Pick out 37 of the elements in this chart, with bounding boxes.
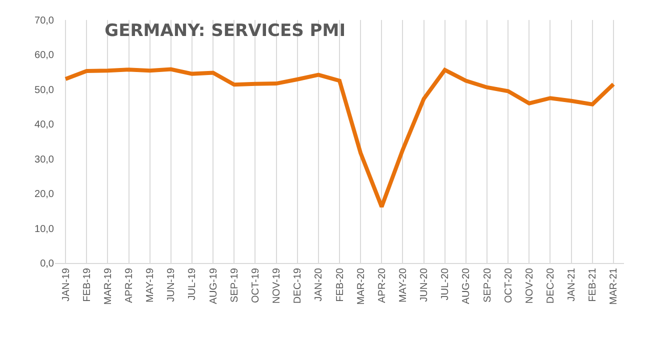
x-tick-label: DEC-20 xyxy=(545,268,556,304)
x-tick-label: AUG-20 xyxy=(461,268,472,304)
chart-title: GERMANY: SERVICES PMI xyxy=(104,20,346,41)
x-tick-label: MAR-21 xyxy=(608,268,620,305)
y-tick-label: 40,0 xyxy=(34,120,54,131)
x-tick-label: JAN-20 xyxy=(314,268,325,302)
x-tick-label: APR-20 xyxy=(376,268,388,304)
x-tick-label: FEB-19 xyxy=(82,268,93,302)
y-tick-label: 30,0 xyxy=(34,154,54,166)
x-tick-label: APR-19 xyxy=(124,268,136,304)
x-tick-label: JAN-21 xyxy=(566,268,578,302)
x-tick-label: NOV-19 xyxy=(272,268,283,304)
y-tick-label: 50,0 xyxy=(34,84,54,96)
x-tick-label: AUG-19 xyxy=(208,268,220,304)
x-tick-label: JUL-19 xyxy=(187,268,198,300)
x-tick-label: SEP-19 xyxy=(229,268,240,302)
line-series xyxy=(64,67,616,209)
x-tick-label: DEC-19 xyxy=(292,268,304,304)
x-tick-label: FEB-20 xyxy=(334,268,346,302)
y-tick-label: 10,0 xyxy=(34,224,54,235)
x-tick-label: MAY-20 xyxy=(398,268,409,302)
x-tick-label: JUL-20 xyxy=(440,268,452,300)
x-tick-label: MAR-19 xyxy=(102,268,114,305)
x-tick-label: NOV-20 xyxy=(524,268,536,304)
x-tick-label: JUN-19 xyxy=(166,268,178,302)
y-tick-label: 60,0 xyxy=(34,50,54,62)
y-tick-label: 20,0 xyxy=(34,189,54,200)
x-tick-label: FEB-21 xyxy=(588,268,599,302)
x-tick-label: OCT-20 xyxy=(503,268,514,304)
x-tick-label: JUN-20 xyxy=(419,268,430,302)
x-tick-label: MAY-19 xyxy=(145,268,156,302)
y-tick-label: 70,0 xyxy=(34,16,54,26)
x-tick-label: OCT-19 xyxy=(250,268,262,304)
y-tick-label: 0,0 xyxy=(40,258,54,270)
x-tick-label: MAR-20 xyxy=(356,268,367,305)
x-tick-label: SEP-20 xyxy=(482,268,494,302)
x-tick-label: JAN-19 xyxy=(60,268,72,302)
